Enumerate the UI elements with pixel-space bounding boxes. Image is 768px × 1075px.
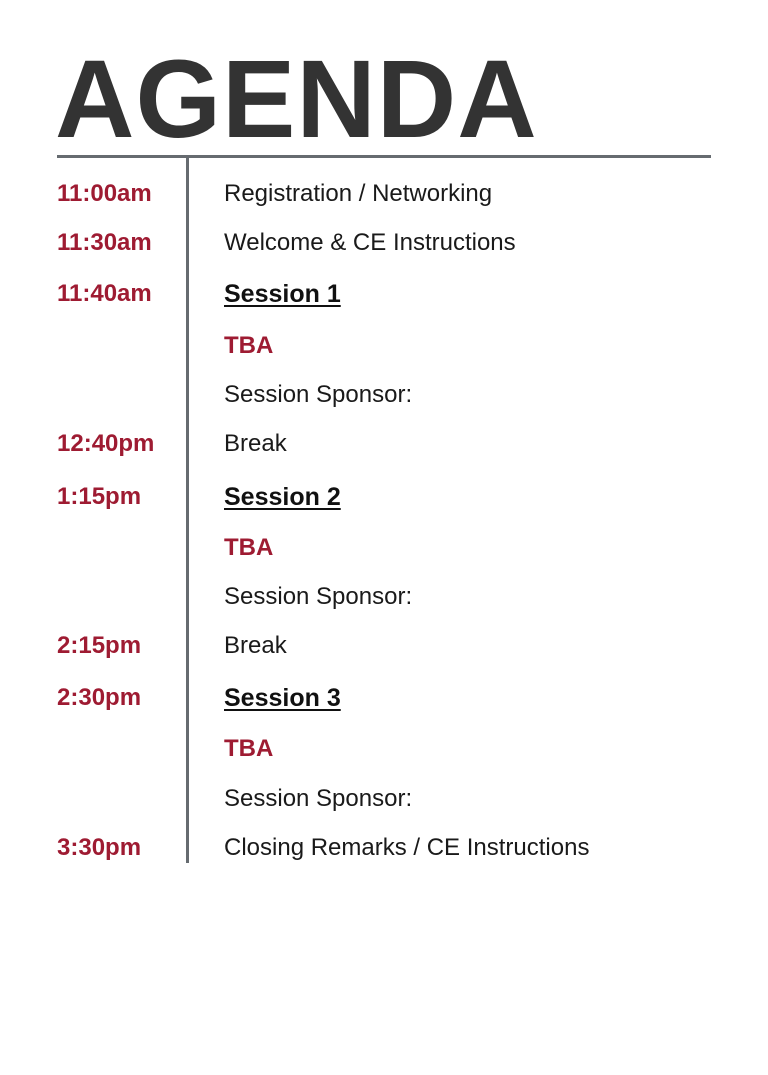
session-heading: Session 2: [224, 483, 341, 511]
agenda-time: 1:15pm: [57, 483, 142, 510]
agenda-row: 11:30am Welcome & CE Instructions: [0, 223, 768, 263]
session-heading: Session 3: [224, 684, 341, 712]
agenda-time: 12:40pm: [57, 430, 155, 457]
agenda-row: 3:30pm Closing Remarks / CE Instructions: [0, 828, 768, 868]
agenda-item: Closing Remarks / CE Instructions: [224, 834, 590, 861]
agenda-time: 2:30pm: [57, 684, 142, 711]
agenda-row: 11:40am Session 1: [0, 274, 768, 314]
agenda-item: Break: [224, 632, 287, 659]
session-speaker-tba: TBA: [224, 735, 274, 762]
agenda-time: 11:00am: [57, 180, 152, 207]
agenda-row: Session Sponsor:: [0, 577, 768, 617]
agenda-row: TBA: [0, 528, 768, 568]
agenda-row: 11:00am Registration / Networking: [0, 174, 768, 214]
agenda-item: Break: [224, 430, 287, 457]
agenda-item: Welcome & CE Instructions: [224, 229, 516, 256]
agenda-row: 2:15pm Break: [0, 626, 768, 666]
agenda-row: 1:15pm Session 2: [0, 477, 768, 517]
agenda-row: 12:40pm Break: [0, 424, 768, 464]
title-divider: [57, 155, 711, 158]
agenda-row: Session Sponsor:: [0, 779, 768, 819]
session-sponsor: Session Sponsor:: [224, 785, 413, 812]
agenda-item: Registration / Networking: [224, 180, 493, 207]
agenda-row: 2:30pm Session 3: [0, 678, 768, 718]
timeline-divider: [186, 158, 189, 863]
session-heading: Session 1: [224, 280, 341, 308]
agenda-row: Session Sponsor:: [0, 375, 768, 415]
session-speaker-tba: TBA: [224, 332, 274, 359]
session-speaker-tba: TBA: [224, 534, 274, 561]
page-title: AGENDA: [55, 38, 538, 161]
session-sponsor: Session Sponsor:: [224, 583, 413, 610]
session-sponsor: Session Sponsor:: [224, 381, 413, 408]
agenda-time: 3:30pm: [57, 834, 142, 861]
agenda-row: TBA: [0, 326, 768, 366]
agenda-row: TBA: [0, 729, 768, 769]
agenda-time: 11:30am: [57, 229, 152, 256]
agenda-time: 2:15pm: [57, 632, 142, 659]
agenda-time: 11:40am: [57, 280, 152, 307]
